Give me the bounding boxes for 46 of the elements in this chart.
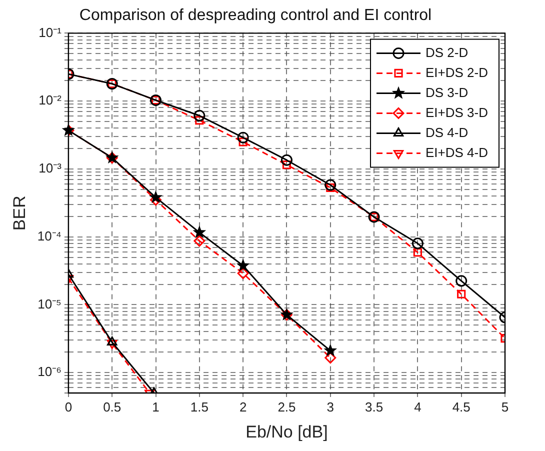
x-tick-label: 1.5 <box>190 399 208 414</box>
point <box>149 190 162 204</box>
point <box>62 123 76 136</box>
x-tick-label: 4 <box>414 399 422 414</box>
point <box>237 268 249 280</box>
legend-label: EI+DS 2-D <box>426 64 488 80</box>
x-tick-label: 1 <box>152 399 160 414</box>
legend-label: DS 4-D <box>426 124 468 140</box>
x-tick-label: 2.5 <box>278 399 296 414</box>
point <box>324 179 336 191</box>
x-axis-title: Eb/No [dB] <box>246 422 328 442</box>
legend-label: EI+DS 4-D <box>426 144 488 160</box>
point <box>413 248 422 257</box>
y-tick-label: 10⁻¹ <box>38 24 62 40</box>
legend-label: EI+DS 3-D <box>426 104 488 120</box>
point <box>238 138 248 146</box>
point <box>324 352 336 364</box>
point <box>282 160 292 170</box>
point <box>456 275 468 287</box>
point <box>412 238 424 250</box>
chart-title: Comparison of despreading control and EI control <box>79 7 432 24</box>
point <box>194 110 206 122</box>
y-tick-label: 10⁻⁵ <box>38 296 62 312</box>
y-tick-label: 10⁻⁴ <box>37 228 62 244</box>
y-tick-label: 10⁻³ <box>38 160 62 176</box>
y-tick-label: 10⁻⁶ <box>38 364 62 380</box>
point <box>237 132 249 144</box>
x-tick-label: 5 <box>501 399 509 414</box>
x-tick-label: 3 <box>326 399 334 414</box>
x-tick-label: 3.5 <box>364 399 384 414</box>
point <box>324 344 338 356</box>
y-axis-title: BER <box>10 196 29 231</box>
point <box>236 258 250 272</box>
x-tick-label: 4.5 <box>452 399 470 414</box>
y-tick-label: 10⁻² <box>38 92 62 108</box>
point <box>195 116 204 125</box>
legend-label: DS 3-D <box>426 84 468 100</box>
point <box>280 154 292 166</box>
point <box>194 235 206 247</box>
point <box>192 225 206 238</box>
x-tick-label: 0.5 <box>103 399 122 414</box>
legend-label: DS 2-D <box>426 44 468 60</box>
x-tick-label: 0 <box>64 399 72 414</box>
x-tick-label: 2 <box>239 399 247 414</box>
point <box>457 290 466 298</box>
point <box>326 183 335 192</box>
